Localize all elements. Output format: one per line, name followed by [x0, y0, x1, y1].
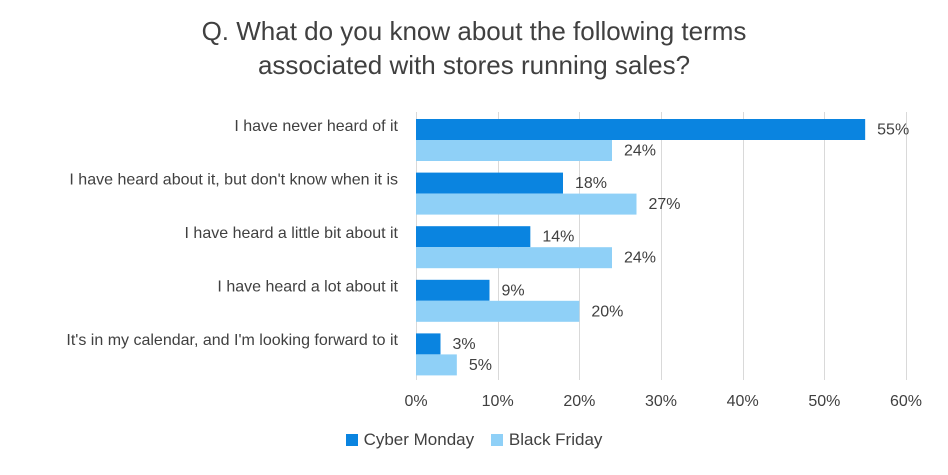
- x-tick-label-30: 30%: [645, 393, 677, 410]
- bar-cyber-monday-1: [416, 119, 866, 140]
- legend-swatch-cyber-monday: [345, 434, 358, 446]
- x-axis-tick-labels: 0% 10% 20% 30% 40% 50% 60%: [404, 393, 922, 410]
- x-tick-label-50: 50%: [808, 393, 840, 410]
- legend-label-cyber-monday: Cyber Monday: [363, 430, 475, 449]
- legend-item-black-friday: Black Friday: [490, 430, 603, 450]
- chart-title-line-2: associated with stores running sales?: [257, 50, 691, 80]
- data-label-cyber-monday-3: 14%: [542, 229, 574, 246]
- x-tick-label-10: 10%: [482, 393, 514, 410]
- bar-cyber-monday-5: [416, 333, 441, 355]
- data-label-cyber-monday-1: 55%: [877, 122, 909, 139]
- legend: Cyber Monday Black Friday: [0, 430, 948, 450]
- category-label-3: I have heard a little bit about it: [185, 225, 399, 242]
- category-label-4: I have heard a lot about it: [217, 279, 398, 296]
- x-tick-label-20: 20%: [563, 393, 595, 410]
- data-label-cyber-monday-5: 3%: [453, 336, 476, 353]
- bar-black-friday-5: [416, 354, 457, 376]
- bars: [416, 119, 866, 376]
- data-label-black-friday-4: 20%: [591, 303, 623, 320]
- data-label-black-friday-5: 5%: [469, 357, 492, 374]
- legend-swatch-black-friday: [490, 434, 503, 446]
- x-tick-label-40: 40%: [727, 393, 759, 410]
- data-label-black-friday-2: 27%: [649, 196, 681, 213]
- chart-title-line-1: Q. What do you know about the following …: [201, 16, 747, 46]
- bar-black-friday-3: [416, 247, 612, 269]
- x-tick-label-60: 60%: [890, 393, 922, 410]
- data-label-black-friday-1: 24%: [624, 143, 656, 160]
- category-label-2: I have heard about it, but don't know wh…: [69, 171, 398, 188]
- legend-item-cyber-monday: Cyber Monday: [345, 430, 475, 450]
- bar-cyber-monday-3: [416, 226, 531, 248]
- bar-black-friday-1: [416, 140, 612, 161]
- bar-cyber-monday-4: [416, 279, 490, 301]
- x-tick-label-0: 0%: [404, 393, 427, 410]
- data-label-black-friday-3: 24%: [624, 250, 656, 267]
- bar-cyber-monday-2: [416, 172, 563, 194]
- category-label-1: I have never heard of it: [234, 118, 398, 135]
- category-label-5: It's in my calendar, and I'm looking for…: [66, 332, 398, 349]
- bar-black-friday-4: [416, 300, 580, 322]
- legend-label-black-friday: Black Friday: [508, 430, 603, 449]
- data-label-cyber-monday-4: 9%: [502, 282, 525, 299]
- data-labels: 55% 18% 14% 9% 3% 24% 27% 24% 20% 5%: [453, 122, 910, 374]
- chart-title: Q. What do you know about the following …: [0, 14, 948, 82]
- data-label-cyber-monday-2: 18%: [575, 175, 607, 192]
- category-labels: I have never heard of it I have heard abo…: [66, 118, 398, 349]
- bar-black-friday-2: [416, 193, 637, 215]
